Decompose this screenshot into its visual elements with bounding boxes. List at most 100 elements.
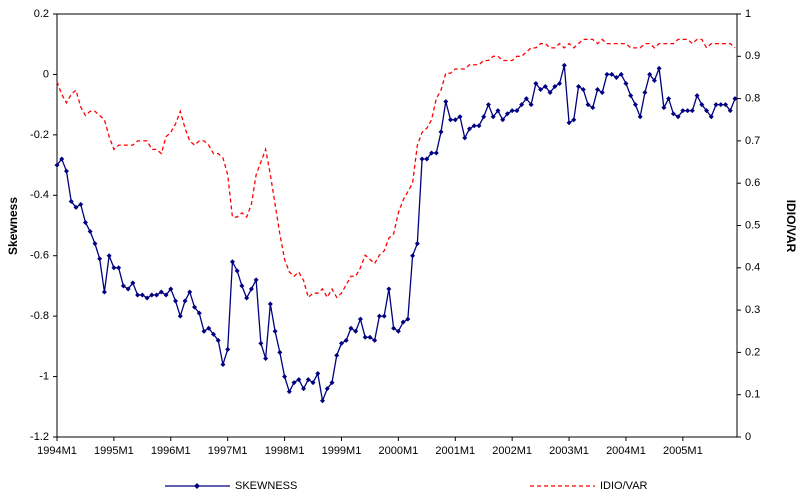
data-point: [609, 71, 615, 77]
data-point: [357, 316, 363, 322]
y-axis-title: Skewness: [6, 197, 20, 255]
data-point: [59, 156, 65, 162]
data-point: [135, 292, 141, 298]
data-point: [215, 337, 221, 343]
data-point: [201, 328, 207, 334]
data-point: [414, 241, 420, 247]
data-point: [613, 74, 619, 80]
data-point: [130, 280, 136, 286]
data-point: [191, 304, 197, 310]
data-point: [82, 219, 88, 225]
data-point: [471, 123, 477, 129]
data-point: [301, 386, 307, 392]
data-point: [661, 105, 667, 111]
data-point: [557, 80, 563, 86]
data-point: [210, 331, 216, 337]
data-point: [286, 389, 292, 395]
y2-tick-label: 0: [745, 431, 751, 443]
data-point: [514, 108, 520, 114]
data-point: [386, 286, 392, 292]
data-point: [220, 361, 226, 367]
data-point: [632, 102, 638, 108]
data-point: [244, 295, 250, 301]
data-point: [149, 292, 155, 298]
data-point: [419, 156, 425, 162]
data-point: [97, 256, 103, 262]
data-point: [675, 114, 681, 120]
y2-tick-label: 0.7: [745, 135, 760, 147]
x-tick-label: 1997M1: [208, 445, 248, 457]
data-point: [495, 108, 501, 114]
x-tick-label: 2003M1: [549, 445, 589, 457]
data-point: [576, 84, 582, 90]
data-point: [253, 277, 259, 283]
data-point: [229, 259, 235, 265]
y-tick-label: -0.2: [30, 129, 49, 141]
legend-label: IDIO/VAR: [600, 480, 648, 492]
data-point: [263, 355, 269, 361]
data-point: [101, 289, 107, 295]
data-point: [296, 377, 302, 383]
data-point: [54, 162, 60, 168]
data-point: [168, 286, 174, 292]
data-point: [547, 90, 553, 96]
data-point: [590, 105, 596, 111]
data-point: [125, 286, 131, 292]
data-point: [277, 349, 283, 355]
data-point: [173, 298, 179, 304]
data-point: [410, 253, 416, 259]
data-point: [92, 241, 98, 247]
data-point: [481, 114, 487, 120]
data-point: [78, 201, 84, 207]
data-point: [272, 328, 278, 334]
data-point: [158, 289, 164, 295]
data-point: [111, 265, 117, 271]
data-point: [670, 111, 676, 117]
data-point: [504, 111, 510, 117]
data-point: [466, 126, 472, 132]
x-tick-label: 2002M1: [492, 445, 532, 457]
data-point: [68, 198, 74, 204]
data-point: [623, 80, 629, 86]
data-point: [234, 268, 240, 274]
x-tick-label: 1996M1: [151, 445, 191, 457]
data-point: [651, 77, 657, 83]
data-point: [187, 289, 193, 295]
data-point: [699, 102, 705, 108]
x-tick-label: 2001M1: [435, 445, 475, 457]
x-tick-label: 2000M1: [378, 445, 418, 457]
data-point: [647, 71, 653, 77]
data-point: [381, 313, 387, 319]
series-line: [56, 38, 736, 299]
data-point: [372, 337, 378, 343]
data-point: [500, 117, 506, 123]
data-point: [571, 117, 577, 123]
data-point: [87, 229, 93, 235]
data-point: [448, 117, 454, 123]
data-point: [329, 380, 335, 386]
y-tick-label: -1.2: [30, 431, 49, 443]
data-point: [139, 292, 145, 298]
data-point: [637, 114, 643, 120]
y2-tick-label: 0.1: [745, 389, 760, 401]
data-point: [116, 265, 122, 271]
data-point: [120, 283, 126, 289]
data-point: [433, 150, 439, 156]
data-point: [604, 71, 610, 77]
data-point: [628, 93, 634, 99]
data-point: [457, 114, 463, 120]
data-point: [443, 99, 449, 105]
legend-marker: [194, 483, 200, 489]
data-point: [106, 253, 112, 259]
data-point: [718, 102, 724, 108]
y2-tick-label: 0.5: [745, 219, 760, 231]
data-point: [680, 108, 686, 114]
data-point: [291, 380, 297, 386]
data-point: [63, 168, 69, 174]
data-point: [538, 87, 544, 93]
data-point: [315, 371, 321, 377]
data-point: [267, 301, 273, 307]
data-point: [727, 108, 733, 114]
data-point: [362, 334, 368, 340]
